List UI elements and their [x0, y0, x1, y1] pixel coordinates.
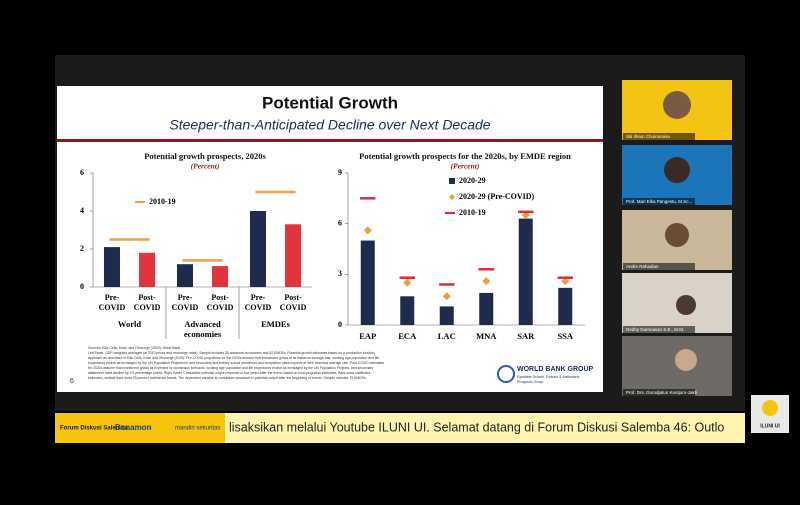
- sponsor: Forum Diskusi Salemba: [60, 426, 129, 432]
- legend-swatch: [449, 194, 455, 200]
- y-tick-label: 0: [80, 282, 84, 291]
- slide-subtitle: Steeper-than-Anticipated Decline over Ne…: [169, 117, 490, 133]
- sponsor: mandiri sekuritas: [175, 426, 220, 432]
- bar-label: Pre-COVID: [172, 293, 199, 312]
- footnote: attainment rates decline by 2.5 percenta…: [88, 371, 370, 375]
- participant-name: Siti Ilham Choirunnisa: [626, 134, 670, 139]
- participant-name: Prof. Drs. Dorodjatun Kuntjoro-Jakti: [626, 390, 697, 395]
- logo-line: Equitable Growth, Finance & Institutions: [517, 375, 580, 379]
- name-tag-bg: [623, 133, 695, 140]
- slide-rule: [57, 139, 603, 142]
- footnote: approach as described in Kilic Celik, Ko…: [88, 356, 379, 360]
- footnote: estimates, vertical lines show 90 percen…: [88, 376, 367, 380]
- name-tag-bg: [623, 263, 695, 270]
- x-category-label: Advanced economies: [184, 319, 222, 339]
- bar: [249, 211, 266, 287]
- x-category-label: LAC: [438, 331, 456, 341]
- x-category-label: MNA: [476, 331, 497, 341]
- bar: [518, 218, 533, 325]
- legend-label: 2010-19: [459, 208, 486, 217]
- name-tag-bg: [623, 389, 695, 396]
- bar: [212, 266, 229, 287]
- bar: [439, 306, 454, 325]
- legend-label: 2010-19: [149, 197, 176, 206]
- bar: [360, 240, 375, 325]
- diamond-marker: [521, 211, 530, 220]
- footnote: for 2020s assume that investment grows a…: [88, 366, 373, 370]
- bar-label: Post-COVID: [280, 293, 307, 312]
- iluni-logo: ILUNI UI: [760, 423, 780, 429]
- x-category-label: SSA: [557, 331, 573, 341]
- name-tag-bg: [623, 198, 695, 205]
- logo-line: Prospects Group: [517, 380, 543, 384]
- person: [676, 295, 696, 315]
- ticker-text-bg: [225, 413, 745, 443]
- diamond-marker: [561, 277, 570, 286]
- participant-name: Andre Rahadian: [626, 264, 659, 269]
- x-category-label: SAR: [517, 331, 535, 341]
- diamond-marker: [442, 292, 451, 301]
- logo-globe: [497, 365, 515, 383]
- logo-name: WORLD BANK GROUP: [517, 366, 594, 373]
- y-tick-label: 6: [80, 168, 84, 177]
- person: [675, 349, 697, 371]
- legend-swatch: [449, 178, 455, 184]
- person: [664, 157, 690, 183]
- iluni-emblem: [762, 400, 778, 416]
- page-number: 6: [70, 378, 74, 385]
- bar-label: Post-COVID: [207, 293, 234, 312]
- bar-label: Post-COVID: [134, 293, 161, 312]
- x-category-label: EAP: [359, 331, 376, 341]
- x-category-label: EMDEs: [261, 319, 291, 329]
- bar: [558, 287, 573, 325]
- bar: [479, 292, 494, 325]
- chart-subtitle: (Percent): [191, 162, 220, 171]
- footnote: Sources: Kilic Celik, Kose, and Ohnsorge…: [88, 346, 181, 350]
- x-category-label: ECA: [398, 331, 417, 341]
- bar: [285, 224, 302, 287]
- x-category-label: World: [118, 319, 141, 329]
- bar-label: Pre-COVID: [245, 293, 272, 312]
- y-tick-label: 9: [338, 168, 342, 177]
- ticker-text: lisaksikan melalui Youtube ILUNI UI. Sel…: [229, 420, 724, 434]
- name-tag-bg: [623, 326, 695, 333]
- footnote: Left Panel. GDP-weighted averages (at 20…: [88, 351, 375, 355]
- y-tick-label: 4: [80, 206, 84, 215]
- bar: [139, 252, 156, 287]
- legend-label: 2020-29 (Pre-COVID): [459, 192, 535, 201]
- chart-title: Potential growth prospects for the 2020s…: [359, 151, 571, 161]
- chart-title: Potential growth prospects, 2020s: [144, 151, 266, 161]
- y-tick-label: 6: [338, 218, 342, 227]
- y-tick-label: 3: [338, 269, 342, 278]
- sponsor: Danamon: [115, 423, 152, 432]
- diamond-marker: [403, 278, 412, 287]
- person: [663, 91, 691, 119]
- participant-name: Prof. Mari Elka Pangestu, M.Sc...: [626, 199, 692, 204]
- y-tick-label: 0: [338, 320, 342, 329]
- footnote: expectancy evolve as envisaged by the UN…: [88, 361, 384, 365]
- diamond-marker: [482, 277, 491, 286]
- bar: [103, 247, 120, 287]
- chart-subtitle: (Percent): [451, 162, 480, 171]
- participant-name: Dedhy Darmawan S.E., M.M.: [626, 327, 684, 332]
- person: [665, 223, 689, 247]
- bar-label: Pre-COVID: [99, 293, 126, 312]
- slide-title: Potential Growth: [262, 93, 398, 112]
- diamond-marker: [363, 226, 372, 235]
- bar: [176, 264, 193, 287]
- legend-label: 2020-29: [459, 176, 486, 185]
- y-tick-label: 2: [80, 244, 84, 253]
- bar: [400, 296, 415, 325]
